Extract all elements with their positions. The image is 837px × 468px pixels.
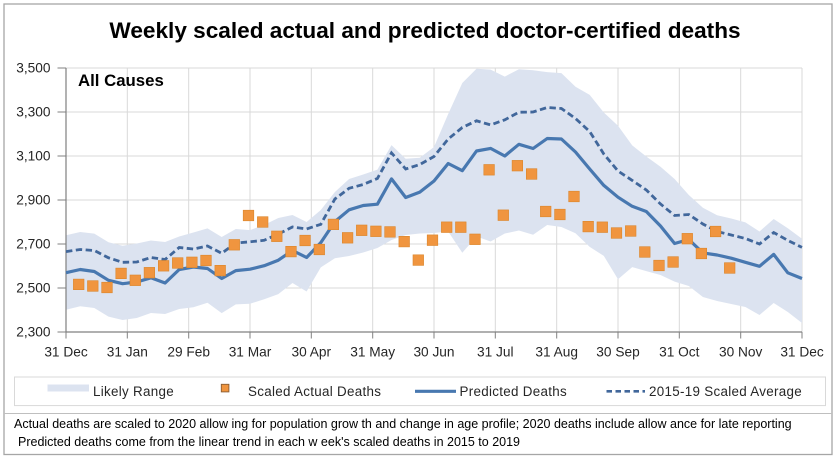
- svg-text:30 Sep: 30 Sep: [596, 345, 640, 360]
- svg-text:2,300: 2,300: [16, 325, 51, 340]
- svg-text:2,500: 2,500: [16, 281, 51, 296]
- svg-text:Predicted Deaths: Predicted Deaths: [460, 384, 568, 399]
- svg-text:30 Apr: 30 Apr: [292, 345, 332, 360]
- svg-text:3,300: 3,300: [16, 105, 51, 120]
- svg-text:31 Jul: 31 Jul: [477, 345, 514, 360]
- svg-text:3,500: 3,500: [16, 61, 51, 76]
- svg-text:29 Feb: 29 Feb: [167, 345, 210, 360]
- svg-text:Actual deaths are scaled to 20: Actual deaths are scaled to 2020 allow i…: [14, 417, 792, 431]
- svg-text:2,900: 2,900: [16, 193, 51, 208]
- svg-text:31 Oct: 31 Oct: [659, 345, 700, 360]
- svg-text:Weekly scaled actual and predi: Weekly scaled actual and predicted docto…: [109, 18, 740, 43]
- svg-text:2015-19 Scaled Average: 2015-19 Scaled Average: [649, 384, 802, 399]
- svg-text:31 May: 31 May: [350, 345, 395, 360]
- svg-text:All Causes: All Causes: [78, 71, 164, 90]
- svg-text:31 Dec: 31 Dec: [780, 345, 824, 360]
- svg-text:Predicted deaths come from the: Predicted deaths come from the linear tr…: [18, 435, 520, 449]
- svg-text:2,700: 2,700: [16, 237, 51, 252]
- svg-text:31 Mar: 31 Mar: [229, 345, 272, 360]
- svg-text:30 Jun: 30 Jun: [413, 345, 454, 360]
- svg-text:31 Dec: 31 Dec: [44, 345, 88, 360]
- svg-text:3,100: 3,100: [16, 149, 51, 164]
- svg-text:31 Aug: 31 Aug: [535, 345, 578, 360]
- svg-text:31 Jan: 31 Jan: [107, 345, 148, 360]
- svg-text:Scaled Actual Deaths: Scaled Actual Deaths: [248, 384, 381, 399]
- svg-text:Likely Range: Likely Range: [93, 384, 174, 399]
- svg-text:30 Nov: 30 Nov: [719, 345, 763, 360]
